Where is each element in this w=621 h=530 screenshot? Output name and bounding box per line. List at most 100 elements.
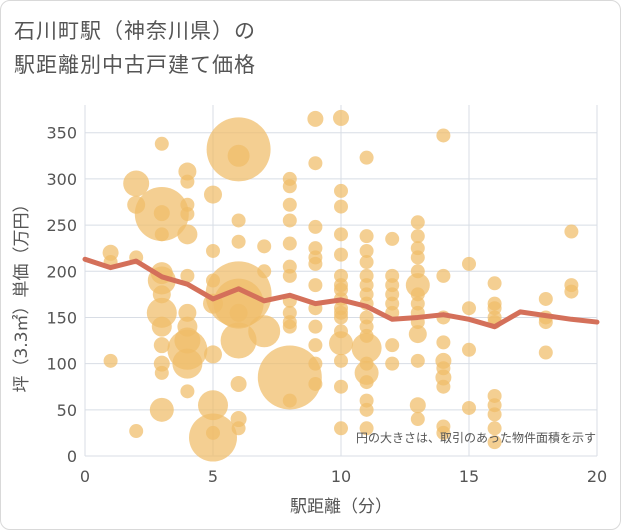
bubble-point xyxy=(204,185,222,204)
bubble-point xyxy=(307,110,324,127)
y-tick-label: 200 xyxy=(46,262,77,281)
y-tick-label: 250 xyxy=(46,216,77,235)
bubble-point xyxy=(462,256,476,271)
x-axis-label: 駅距離（分） xyxy=(290,497,392,517)
bubble-point xyxy=(153,337,170,354)
bubble-point xyxy=(129,424,144,439)
y-axis-ticks: 0 50 100 150 200 250 300 350 xyxy=(46,124,77,466)
bubble-point xyxy=(410,412,425,427)
bubble-point xyxy=(153,205,170,222)
bubble-point xyxy=(487,407,502,422)
bubble-point xyxy=(334,421,348,436)
bubble-point xyxy=(436,425,451,440)
bubble-point xyxy=(385,356,400,371)
x-tick-label: 0 xyxy=(80,467,90,486)
bubble-point xyxy=(198,390,228,421)
bubble-point xyxy=(334,247,348,262)
bubble-point xyxy=(436,335,451,350)
chart-title: 石川町駅（神奈川県）の 駅距離別中古戸建て価格 xyxy=(14,14,256,82)
bubble-point xyxy=(410,229,425,244)
bubble-point xyxy=(230,375,247,392)
bubble-point xyxy=(308,278,323,293)
bubble-point xyxy=(282,268,297,283)
bubble-point xyxy=(154,227,169,242)
bubble-point xyxy=(538,345,553,360)
bubble-point xyxy=(154,365,169,380)
bubble-point xyxy=(206,243,220,258)
bubble-point xyxy=(334,227,348,242)
bubble-point xyxy=(410,215,425,230)
bubble-point xyxy=(308,219,323,234)
x-axis-ticks: 0 5 10 15 20 xyxy=(80,467,607,486)
bubble-point xyxy=(436,128,451,143)
bubble-point xyxy=(248,315,281,348)
y-tick-label: 150 xyxy=(46,308,77,327)
bubble-series xyxy=(102,109,579,462)
chart-title-line1: 石川町駅（神奈川県）の xyxy=(14,19,256,43)
bubble-point xyxy=(334,183,348,198)
bubble-point xyxy=(538,291,553,306)
bubble-point xyxy=(154,136,169,151)
y-axis-label: 坪（3.3㎡）単価（万円） xyxy=(12,195,32,392)
bubble-point xyxy=(220,322,257,359)
bubble-point xyxy=(487,435,502,450)
bubble-point xyxy=(189,413,237,462)
x-tick-label: 10 xyxy=(331,467,351,486)
bubble-point xyxy=(308,319,323,334)
bubble-point xyxy=(308,376,323,391)
bubble-point xyxy=(308,256,323,271)
bubble-point xyxy=(334,379,348,394)
bubble-point xyxy=(436,379,451,394)
y-tick-label: 350 xyxy=(46,124,77,143)
bubble-point xyxy=(227,144,250,167)
bubble-point xyxy=(282,319,297,334)
bubble-point xyxy=(359,421,374,436)
bubble-point xyxy=(408,325,427,344)
bubble-point xyxy=(257,345,322,410)
bubble-point xyxy=(334,353,348,368)
bubble-point xyxy=(329,331,353,356)
bubble-point xyxy=(359,375,374,390)
bubble-point xyxy=(204,345,222,364)
x-tick-label: 5 xyxy=(208,467,218,486)
bubble-point xyxy=(282,197,297,212)
y-tick-label: 0 xyxy=(67,447,77,466)
bubble-point xyxy=(308,338,323,353)
bubble-point xyxy=(257,239,272,254)
bubble-point xyxy=(282,393,297,408)
bubble-point xyxy=(177,224,198,245)
bubble-point xyxy=(334,199,348,214)
y-tick-label: 50 xyxy=(57,401,77,420)
bubble-point xyxy=(180,384,195,399)
bubble-point xyxy=(487,276,502,291)
bubble-point xyxy=(409,397,426,414)
chart-title-line2: 駅距離別中古戸建て価格 xyxy=(14,53,256,77)
bubble-point xyxy=(180,268,195,283)
bubble-point xyxy=(385,338,400,353)
bubble-point xyxy=(333,109,349,126)
bubble-point xyxy=(359,150,374,165)
bubble-point xyxy=(487,421,502,436)
bubble-point xyxy=(172,348,203,379)
y-tick-label: 300 xyxy=(46,170,77,189)
bubble-point xyxy=(308,356,323,371)
bubble-point xyxy=(257,264,272,279)
bubble-point xyxy=(229,303,248,322)
bubble-point xyxy=(180,206,195,221)
bubble-point xyxy=(359,229,374,244)
bubble-point xyxy=(359,402,374,417)
bubble-point xyxy=(149,397,174,422)
bubble-point xyxy=(359,243,374,258)
bubble-point xyxy=(282,213,297,228)
x-tick-label: 15 xyxy=(459,467,479,486)
y-tick-label: 100 xyxy=(46,355,77,374)
bubble-point xyxy=(123,170,150,197)
bubble-point xyxy=(385,231,400,246)
trend-line xyxy=(82,256,600,330)
bubble-point xyxy=(351,332,382,363)
bubble-point xyxy=(462,301,476,316)
bubble-point xyxy=(231,421,246,436)
bubble-point xyxy=(564,284,579,299)
bubble-point xyxy=(151,316,172,337)
